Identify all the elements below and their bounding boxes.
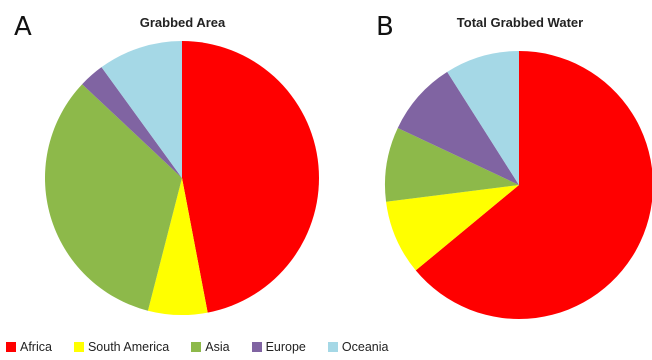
pie-chart-total-grabbed-water xyxy=(385,51,652,319)
legend-swatch-europe xyxy=(251,342,262,352)
pie-slice-africa xyxy=(182,41,320,313)
legend-label-south-america: South America xyxy=(87,340,170,354)
legend-label-asia: Asia xyxy=(205,340,230,354)
pie-slice-asia xyxy=(385,127,519,202)
legend-swatch-asia xyxy=(191,342,202,352)
pie-slice-europe xyxy=(82,67,182,178)
chart-title-a: Grabbed Area xyxy=(139,15,226,30)
legend-item-europe: Europe xyxy=(251,340,306,354)
pie-chart-grabbed-area xyxy=(45,41,320,315)
legend-item-asia: Asia xyxy=(191,340,230,354)
legend-swatch-africa xyxy=(6,342,16,352)
pie-slice-europe xyxy=(397,71,519,185)
panel-label-b: B xyxy=(376,12,394,42)
pie-slice-oceania xyxy=(101,41,182,178)
legend-item-africa: Africa xyxy=(6,340,52,354)
panel-label-a: A xyxy=(14,12,32,42)
pie-slice-africa xyxy=(415,51,652,319)
pie-slice-south-america xyxy=(147,178,208,315)
legend-label-europe: Europe xyxy=(265,340,306,354)
legend-item-south-america: South America xyxy=(73,340,170,354)
legend-swatch-oceania xyxy=(327,342,338,352)
pie-slice-asia xyxy=(45,84,183,311)
pie-slice-south-america xyxy=(386,185,519,271)
legend: Africa South America Asia Europe Oceania xyxy=(6,340,410,354)
chart-title-b: Total Grabbed Water xyxy=(456,15,584,30)
legend-swatch-south-america xyxy=(73,342,84,352)
legend-item-oceania: Oceania xyxy=(327,340,389,354)
legend-label-africa: Africa xyxy=(20,340,52,354)
legend-label-oceania: Oceania xyxy=(341,340,389,354)
pie-slice-oceania xyxy=(447,51,519,185)
